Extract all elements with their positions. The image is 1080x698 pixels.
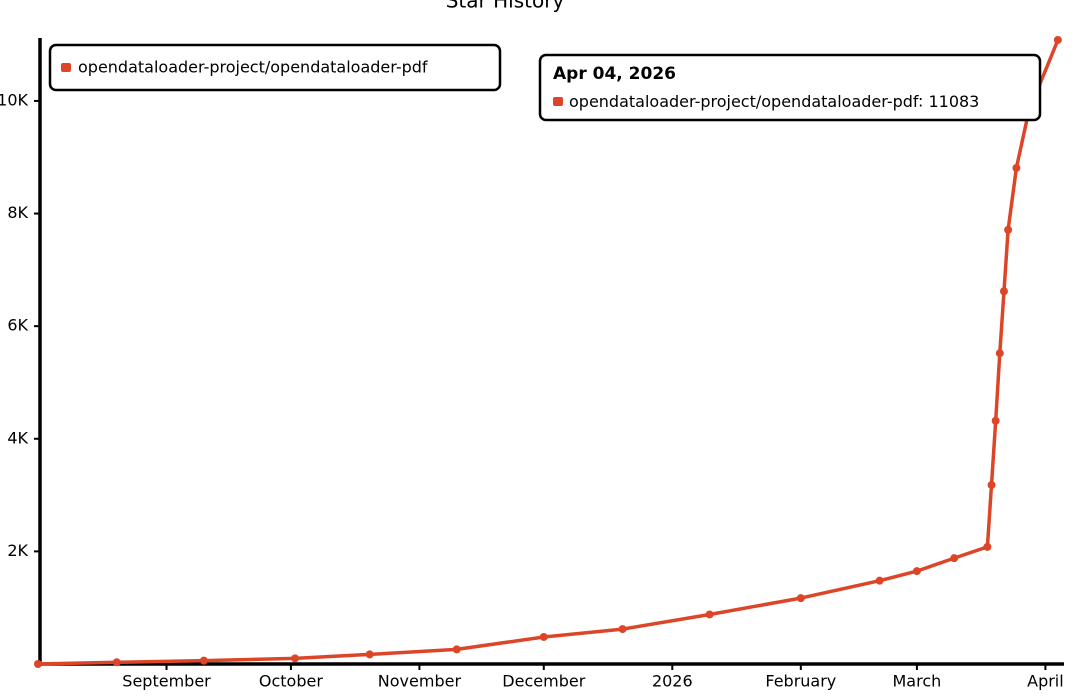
- data-point: [112, 658, 121, 667]
- legend-label: opendataloader-project/opendataloader-pd…: [78, 58, 428, 77]
- data-point: [618, 625, 627, 634]
- y-tick-label: 2K: [7, 541, 28, 560]
- legend: opendataloader-project/opendataloader-pd…: [48, 43, 502, 92]
- x-tick-label: March: [893, 672, 942, 691]
- chart-title: Star History: [446, 0, 565, 13]
- legend-box: [48, 43, 502, 92]
- x-tick-label: December: [502, 672, 585, 691]
- tooltip-swatch: [553, 97, 563, 106]
- tooltip-series: opendataloader-project/opendataloader-pd…: [569, 92, 919, 111]
- x-tick-label: September: [122, 672, 211, 691]
- data-point: [1053, 35, 1062, 44]
- data-point: [291, 654, 300, 663]
- data-point: [995, 349, 1004, 358]
- data-point: [452, 645, 461, 654]
- data-point: [796, 594, 805, 603]
- y-tick-label: 6K: [7, 316, 28, 335]
- data-point: [705, 610, 714, 619]
- data-point: [1004, 225, 1013, 234]
- tooltip-text: opendataloader-project/opendataloader-pd…: [569, 92, 979, 111]
- y-tick-label: 10K: [0, 90, 29, 109]
- tooltip-date: Apr 04, 2026: [553, 64, 676, 84]
- tooltip: Apr 04, 2026 opendataloader-project/open…: [538, 53, 1042, 122]
- data-point: [1012, 163, 1021, 172]
- data-point: [987, 480, 996, 489]
- x-tick-label: October: [259, 672, 323, 691]
- legend-swatch: [61, 63, 71, 72]
- data-point: [999, 287, 1008, 296]
- tooltip-value: 11083: [928, 92, 979, 111]
- x-tick-label: November: [378, 672, 462, 691]
- data-point: [912, 567, 921, 576]
- data-point: [950, 554, 959, 563]
- y-tick-label: 4K: [7, 428, 28, 447]
- data-point: [539, 632, 548, 641]
- x-tick-label: February: [765, 672, 836, 691]
- data-point: [34, 660, 42, 668]
- series-line: [36, 38, 1060, 666]
- data-point: [875, 576, 884, 585]
- data-point: [991, 416, 1000, 425]
- tooltip-box: [538, 53, 1042, 122]
- data-point: [199, 656, 208, 665]
- data-point: [365, 650, 374, 659]
- x-tick-label: 2026: [652, 672, 693, 691]
- data-point: [983, 542, 992, 551]
- y-tick-label: 8K: [7, 203, 28, 222]
- x-tick-label: April: [1027, 672, 1064, 691]
